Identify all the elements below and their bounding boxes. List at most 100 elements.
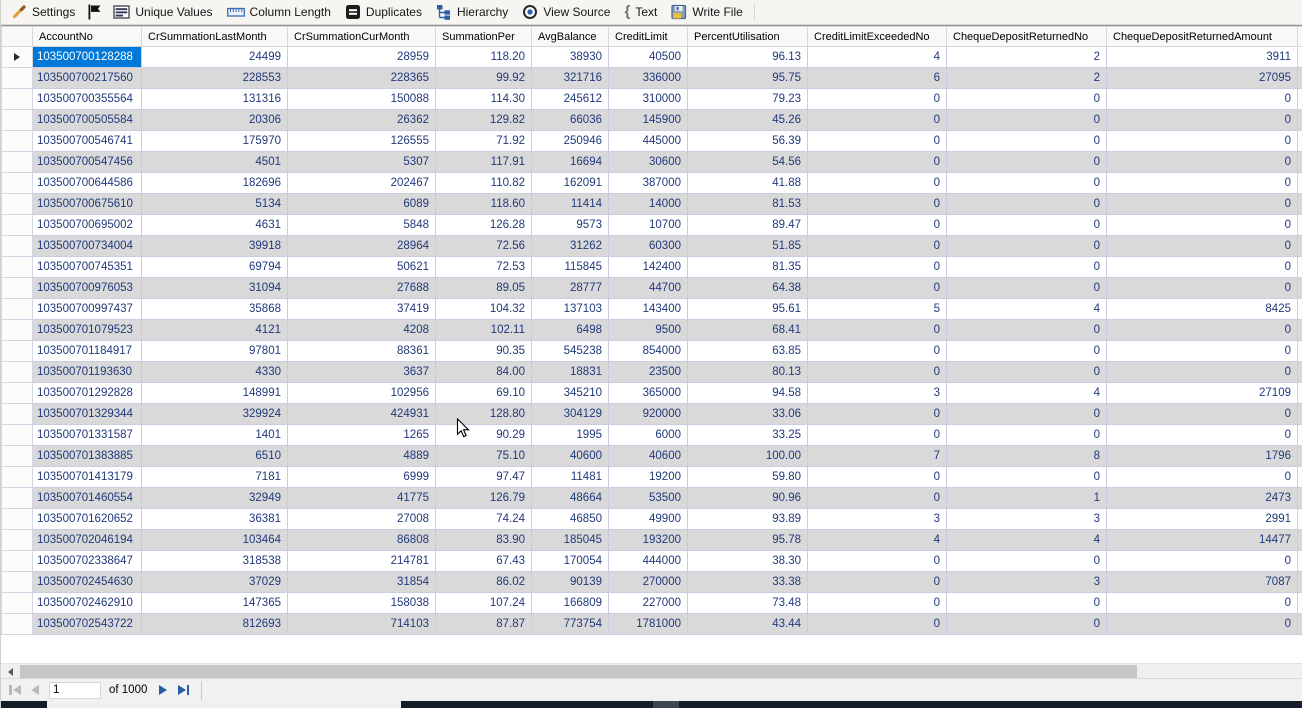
cell[interactable]: 0 [807, 235, 947, 257]
view-source-button[interactable]: View Source [516, 1, 618, 23]
cell[interactable]: 3 [807, 382, 947, 404]
cell[interactable]: 0 [807, 466, 947, 488]
cell[interactable]: 4121 [141, 319, 288, 341]
cell[interactable]: 103500700734004 [32, 235, 142, 257]
cell[interactable]: 4 [946, 529, 1107, 551]
cell[interactable]: 32949 [141, 487, 288, 509]
cell[interactable]: 103500700355564 [32, 88, 142, 110]
write-file-button[interactable]: Write File [665, 1, 750, 23]
row-header[interactable] [1, 424, 33, 446]
cell[interactable]: 4330 [141, 361, 288, 383]
cell[interactable]: 0 [946, 361, 1107, 383]
cell[interactable]: 126555 [287, 130, 436, 152]
cell[interactable]: 150088 [287, 88, 436, 110]
cell[interactable]: 812693 [141, 613, 288, 635]
cell[interactable]: 129.82 [435, 109, 532, 131]
cell[interactable]: 40600 [531, 445, 609, 467]
row-header[interactable] [1, 130, 33, 152]
cell[interactable]: 0 [807, 403, 947, 425]
cell[interactable]: 46850 [531, 508, 609, 530]
cell[interactable]: 16694 [531, 151, 609, 173]
cell[interactable]: 545238 [531, 340, 609, 362]
cell[interactable]: 117.91 [435, 151, 532, 173]
cell[interactable]: 444000 [608, 550, 688, 572]
cell[interactable]: 714103 [287, 613, 436, 635]
cell[interactable]: 103500700997437 [32, 298, 142, 320]
cell[interactable]: 2 [946, 46, 1107, 68]
cell[interactable]: 40500 [608, 46, 688, 68]
cell[interactable]: 69.10 [435, 382, 532, 404]
cell[interactable]: 103500700505584 [32, 109, 142, 131]
settings-button[interactable]: Settings [5, 1, 83, 23]
cell[interactable]: 90.96 [687, 487, 808, 509]
row-header[interactable] [1, 46, 33, 68]
cell[interactable]: 4631 [141, 214, 288, 236]
cell[interactable]: 0 [946, 340, 1107, 362]
cell[interactable]: 0 [1106, 193, 1298, 215]
cell[interactable]: 7087 [1106, 571, 1298, 593]
cell[interactable]: 103500700546741 [32, 130, 142, 152]
cell[interactable]: 27095 [1106, 67, 1298, 89]
cell[interactable]: 89.47 [687, 214, 808, 236]
cell[interactable]: 8425 [1106, 298, 1298, 320]
cell[interactable]: 74.24 [435, 508, 532, 530]
cell[interactable]: 336000 [608, 67, 688, 89]
cell[interactable]: 48664 [531, 487, 609, 509]
cell[interactable]: 424931 [287, 403, 436, 425]
cell[interactable]: 318538 [141, 550, 288, 572]
cell[interactable]: 0 [946, 256, 1107, 278]
cell[interactable]: 103500701193630 [32, 361, 142, 383]
cell[interactable]: 93.89 [687, 508, 808, 530]
row-header[interactable] [1, 277, 33, 299]
cell[interactable]: 24499 [141, 46, 288, 68]
cell[interactable]: 148991 [141, 382, 288, 404]
cell[interactable]: 95.75 [687, 67, 808, 89]
column-header[interactable]: AccountNo [32, 26, 142, 47]
cell[interactable]: 103500700695002 [32, 214, 142, 236]
cell[interactable]: 854000 [608, 340, 688, 362]
cell[interactable]: 304129 [531, 403, 609, 425]
cell[interactable]: 23500 [608, 361, 688, 383]
cell[interactable]: 270000 [608, 571, 688, 593]
cell[interactable]: 14477 [1106, 529, 1298, 551]
row-header[interactable] [1, 172, 33, 194]
last-page-button[interactable] [173, 680, 193, 700]
cell[interactable]: 445000 [608, 130, 688, 152]
cell[interactable]: 115845 [531, 256, 609, 278]
cell[interactable]: 103500700675610 [32, 193, 142, 215]
cell[interactable]: 83.90 [435, 529, 532, 551]
cell[interactable]: 0 [1106, 424, 1298, 446]
cell[interactable]: 158038 [287, 592, 436, 614]
cell[interactable]: 0 [807, 361, 947, 383]
cell[interactable]: 2473 [1106, 487, 1298, 509]
cell[interactable]: 11481 [531, 466, 609, 488]
grid-corner-cell[interactable] [1, 26, 33, 47]
cell[interactable]: 321716 [531, 67, 609, 89]
row-header[interactable] [1, 67, 33, 89]
cell[interactable]: 1 [946, 487, 1107, 509]
cell[interactable]: 131316 [141, 88, 288, 110]
cell[interactable]: 1796 [1106, 445, 1298, 467]
cell[interactable]: 26362 [287, 109, 436, 131]
cell[interactable]: 0 [946, 172, 1107, 194]
cell[interactable]: 104.32 [435, 298, 532, 320]
row-header[interactable] [1, 214, 33, 236]
row-header[interactable] [1, 319, 33, 341]
cell[interactable]: 0 [946, 130, 1107, 152]
cell[interactable]: 37029 [141, 571, 288, 593]
cell[interactable]: 0 [807, 151, 947, 173]
cell[interactable]: 49900 [608, 508, 688, 530]
cell[interactable]: 97801 [141, 340, 288, 362]
h-scrollbar[interactable] [1, 663, 1302, 679]
cell[interactable]: 28777 [531, 277, 609, 299]
cell[interactable]: 0 [807, 550, 947, 572]
cell[interactable]: 0 [807, 193, 947, 215]
cell[interactable]: 45.26 [687, 109, 808, 131]
cell[interactable]: 86.02 [435, 571, 532, 593]
cell[interactable]: 0 [807, 613, 947, 635]
cell[interactable]: 1781000 [608, 613, 688, 635]
cell[interactable]: 41775 [287, 487, 436, 509]
cell[interactable]: 19200 [608, 466, 688, 488]
column-header[interactable]: CreditLimit [608, 26, 688, 47]
row-header[interactable] [1, 550, 33, 572]
